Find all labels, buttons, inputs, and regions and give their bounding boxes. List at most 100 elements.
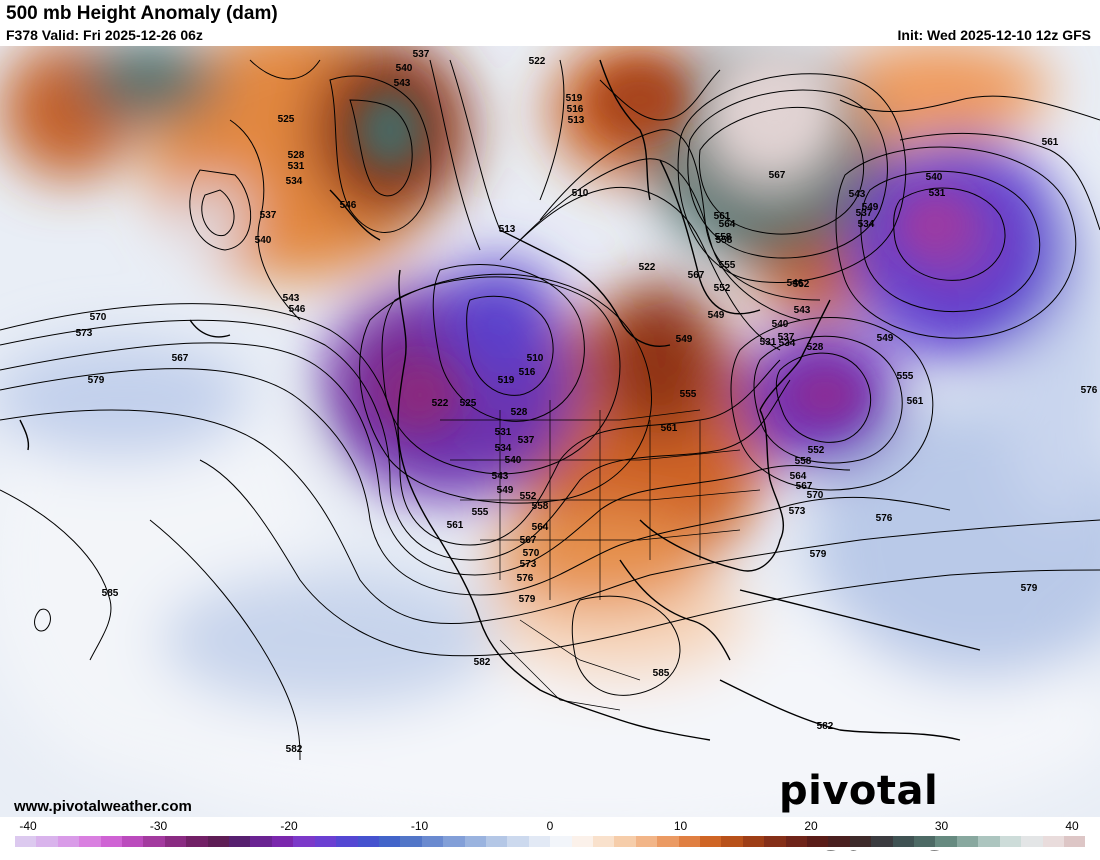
colorbar: -40 -30 -20 -10 0 10 20 30 40 [0,817,1100,850]
colorbar-tick-label: 10 [673,819,688,833]
colorbar-swatch [1021,836,1043,847]
contour-label: 555 [719,260,736,271]
contour-label: 522 [432,398,449,409]
contour-label: 555 [680,389,697,400]
contour-label: 561 [1042,137,1059,148]
colorbar-tick-label: 30 [934,819,949,833]
colorbar-tick-label: -40 [19,819,37,833]
colorbar-swatch [229,836,251,847]
contour-label: 531 [760,337,777,348]
colorbar-swatch [250,836,272,847]
colorbar-swatch [464,836,486,847]
contour-label: 534 [286,176,303,187]
colorbar-swatch [571,836,593,847]
contour-label: 549 [877,333,894,344]
colorbar-swatch [122,836,144,847]
contour-label: 564 [532,522,549,533]
contour-label: 534 [858,219,875,230]
header: 500 mb Height Anomaly (dam) F378 Valid: … [0,0,1100,46]
contour-label: 537 [413,49,430,60]
website-url[interactable]: www.pivotalweather.com [14,798,192,815]
colorbar-swatch [871,836,893,847]
anomaly-map[interactable]: 537 540 543 522 519 516 513 510 525 528 531 534 546 5… [0,46,1100,817]
coastlines [19,59,981,741]
contour-label: 576 [517,573,534,584]
contour-label: 534 [779,338,796,349]
colorbar-swatch [978,836,1000,847]
colorbar-swatch [721,836,743,847]
contour-label: 537 [778,332,795,343]
contour-label: 543 [492,471,509,482]
contour-label: 546 [340,200,357,211]
colorbar-swatch [828,836,850,847]
colorbar-tick-label: 20 [804,819,818,833]
contour-label: 531 [288,161,305,172]
contour-label: 555 [897,371,914,382]
colorbar-swatch [79,836,101,847]
contour-label: 531 [929,188,946,199]
contour-label: 552 [808,445,825,456]
contour-label: 510 [527,353,544,364]
contour-label: 567 [769,170,786,181]
contour-label: 534 [495,443,512,454]
contour-label: 537 [518,435,535,446]
colorbar-swatch [143,836,165,847]
colorbar-ticks: -40 -30 -20 -10 0 10 20 30 40 [0,817,1100,835]
colorbar-tick-label: 0 [546,819,554,833]
contour-label: 540 [926,172,943,183]
contour-label: 540 [255,235,272,246]
colorbar-swatch [164,836,187,847]
contour-label: 540 [772,319,789,330]
contour-label: 555 [472,507,489,518]
colorbar-swatch [314,836,337,847]
colorbar-tick-label: 40 [1065,819,1079,833]
colorbar-swatch [892,836,915,847]
colorbar-swatch [357,836,379,847]
colorbar-swatch [614,836,636,847]
contour-label: 582 [286,744,303,755]
colorbar-swatch [186,836,208,847]
contour-label: 543 [283,293,300,304]
colorbar-swatch [336,836,358,847]
contour-label: 579 [88,375,105,386]
colorbar-swatch [999,836,1022,847]
contour-label: 531 [495,427,512,438]
colorbar-swatch [657,836,679,847]
map-title: 500 mb Height Anomaly (dam) [6,3,278,24]
contour-label: 552 [520,491,537,502]
contour-label: 540 [396,63,413,74]
colorbar-swatch [378,836,401,847]
colorbar-swatch [1063,836,1086,847]
colorbar-scale [15,836,1086,847]
contour-label: 546 [787,278,804,289]
contour-labels: 5375405435225195165135105255285315345465… [76,49,1098,755]
state-borders [440,400,761,711]
contour-label: 552 [714,283,731,294]
contour-label: 528 [511,407,528,418]
colorbar-swatch [15,836,37,847]
contour-label: 573 [76,328,93,339]
colorbar-swatch [914,836,936,847]
contour-label: 579 [810,549,827,560]
colorbar-tick-label: -10 [410,819,429,833]
contour-label: 558 [715,232,732,243]
contour-label: 525 [460,398,477,409]
contour-label: 549 [708,310,725,321]
colorbar-swatch [550,836,572,847]
colorbar-swatch [764,836,786,847]
colorbar-swatch [785,836,808,847]
contour-label: 558 [532,501,549,512]
colorbar-swatch [207,836,230,847]
contour-label: 540 [505,455,522,466]
colorbar-swatch [742,836,765,847]
contour-label: 579 [519,594,536,605]
contour-label: 549 [497,485,514,496]
colorbar-swatch [807,836,829,847]
contour-label: 537 [856,208,873,219]
colorbar-swatch [592,836,615,847]
contour-label: 576 [876,513,893,524]
contour-label: 543 [394,78,411,89]
contour-label: 567 [172,353,189,364]
contour-label: 552 [793,279,810,290]
colorbar-tick-label: -20 [280,819,298,833]
